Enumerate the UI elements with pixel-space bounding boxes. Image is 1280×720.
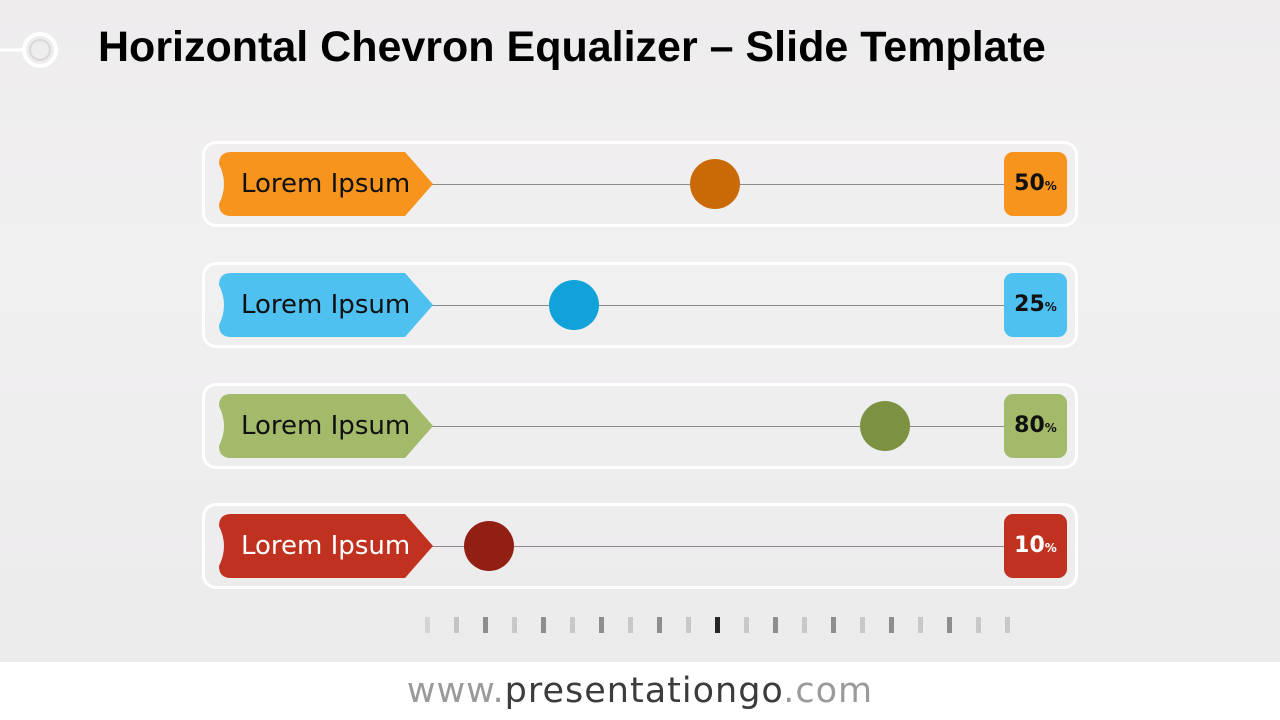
scale-tick (715, 617, 720, 633)
scale-tick (744, 617, 749, 633)
scale-tick (1005, 617, 1010, 633)
chevron-shape (219, 394, 433, 458)
chevron-label-tag: Lorem Ipsum (219, 514, 433, 578)
percent-badge: 50% (1004, 152, 1067, 216)
scale-tick (425, 617, 430, 633)
scale-tick (512, 617, 517, 633)
percent-unit: % (1044, 300, 1057, 314)
tick-scale (425, 617, 1025, 633)
percent-value: 10 (1014, 533, 1045, 558)
percent-badge: 10% (1004, 514, 1067, 578)
footer-url-suffix: .com (783, 671, 874, 711)
chevron-shape (219, 514, 433, 578)
equalizer-row: Lorem Ipsum 50% (202, 141, 1078, 227)
slider-knob[interactable] (859, 401, 910, 451)
slide: Horizontal Chevron Equalizer – Slide Tem… (0, 0, 1280, 662)
scale-tick (860, 617, 865, 633)
scale-tick (541, 617, 546, 633)
title-pin-icon (0, 32, 58, 68)
slider-knob[interactable] (548, 280, 599, 330)
scale-tick (831, 617, 836, 633)
footer-url[interactable]: www.presentationgo.com (0, 662, 1280, 720)
slide-title: Horizontal Chevron Equalizer – Slide Tem… (98, 23, 1046, 71)
footer-url-prefix: www. (406, 671, 505, 711)
slider-track (427, 426, 1015, 427)
scale-tick (773, 617, 778, 633)
percent-unit: % (1044, 179, 1057, 193)
chevron-shape (219, 273, 433, 337)
scale-tick (947, 617, 952, 633)
equalizer-row: Lorem Ipsum 10% (202, 503, 1078, 589)
scale-tick (802, 617, 807, 633)
chevron-label-text: Lorem Ipsum (241, 169, 411, 199)
chevron-label-tag: Lorem Ipsum (219, 394, 433, 458)
percent-badge: 25% (1004, 273, 1067, 337)
slider-track (427, 305, 1015, 306)
scale-tick (657, 617, 662, 633)
chevron-label-text: Lorem Ipsum (241, 531, 411, 561)
percent-unit: % (1044, 421, 1057, 435)
scale-tick (976, 617, 981, 633)
percent-value: 50 (1014, 171, 1045, 196)
percent-unit: % (1044, 541, 1057, 555)
equalizer-row: Lorem Ipsum 25% (202, 262, 1078, 348)
slider-track (427, 546, 1015, 547)
scale-tick (454, 617, 459, 633)
percent-value: 80 (1014, 413, 1045, 438)
chevron-label-text: Lorem Ipsum (241, 290, 411, 320)
scale-tick (483, 617, 488, 633)
chevron-shape (219, 152, 433, 216)
scale-tick (599, 617, 604, 633)
equalizer-row: Lorem Ipsum 80% (202, 383, 1078, 469)
scale-tick (918, 617, 923, 633)
scale-tick (628, 617, 633, 633)
slider-knob[interactable] (690, 159, 740, 209)
percent-badge: 80% (1004, 394, 1067, 458)
chevron-label-tag: Lorem Ipsum (219, 152, 433, 216)
scale-tick (889, 617, 894, 633)
percent-value: 25 (1014, 292, 1045, 317)
chevron-label-text: Lorem Ipsum (241, 411, 411, 441)
scale-tick (570, 617, 575, 633)
chevron-label-tag: Lorem Ipsum (219, 273, 433, 337)
scale-tick (686, 617, 691, 633)
slider-knob[interactable] (463, 521, 514, 571)
footer-url-brand: presentationgo (504, 671, 784, 711)
